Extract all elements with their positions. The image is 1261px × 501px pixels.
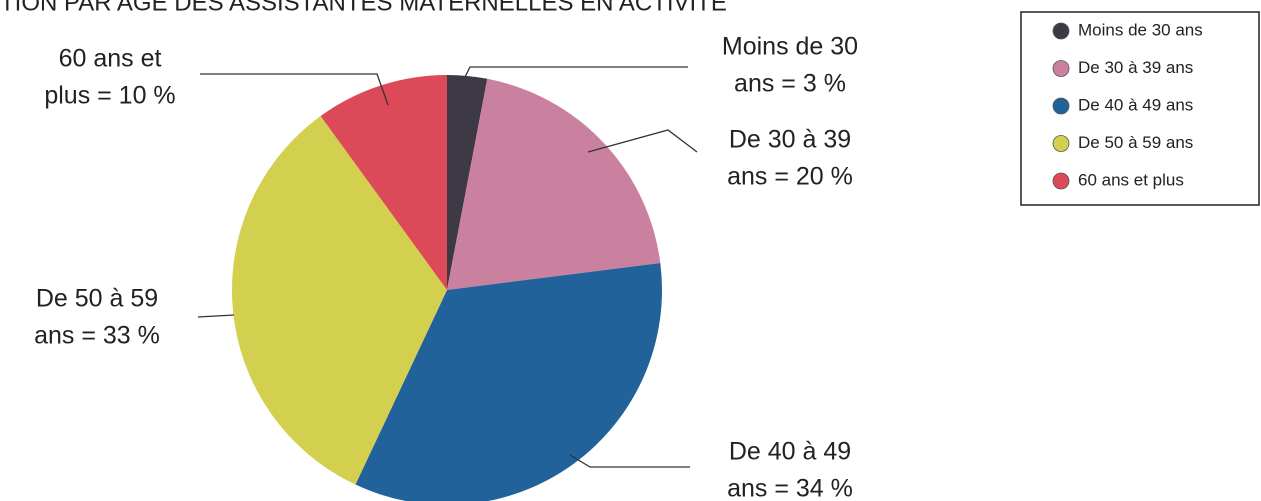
pie-slice	[355, 263, 662, 501]
legend-swatch	[1052, 97, 1070, 115]
pie-slice	[447, 75, 488, 290]
leader-line	[569, 454, 690, 468]
legend-swatch	[1052, 172, 1070, 190]
legend-swatch	[1052, 60, 1070, 77]
data-label: ans = 3 %	[734, 70, 846, 98]
data-label: ans = 33 %	[34, 322, 160, 350]
data-label: Moins de 30	[722, 33, 858, 61]
data-label: De 40 à 49	[729, 438, 851, 466]
leader-line	[200, 73, 389, 106]
leader-line	[197, 314, 235, 318]
data-label: De 30 à 39	[729, 126, 851, 154]
legend-label: Moins de 30 ans	[1078, 20, 1203, 39]
legend-label: De 30 à 39 ans	[1078, 58, 1193, 77]
pie-slice	[320, 75, 447, 290]
pie-slice	[231, 116, 447, 485]
chart-title: TION PAR AGE DES ASSISTANTES MATERNELLES…	[0, 0, 727, 16]
data-label: plus = 10 %	[44, 82, 175, 110]
legend-swatch	[1052, 135, 1070, 152]
leader-line	[464, 66, 688, 78]
legend-label: De 40 à 49 ans	[1078, 95, 1193, 114]
legend-swatch	[1052, 22, 1070, 40]
data-label: De 50 à 59	[36, 285, 158, 313]
leader-line	[587, 129, 698, 153]
data-label: ans = 34 %	[727, 475, 853, 501]
legend-label: De 50 à 59 ans	[1078, 133, 1193, 152]
data-label: 60 ans et	[59, 45, 162, 73]
legend-label: 60 ans et plus	[1078, 170, 1184, 189]
data-label: ans = 20 %	[727, 163, 853, 191]
pie-slice	[447, 78, 661, 290]
